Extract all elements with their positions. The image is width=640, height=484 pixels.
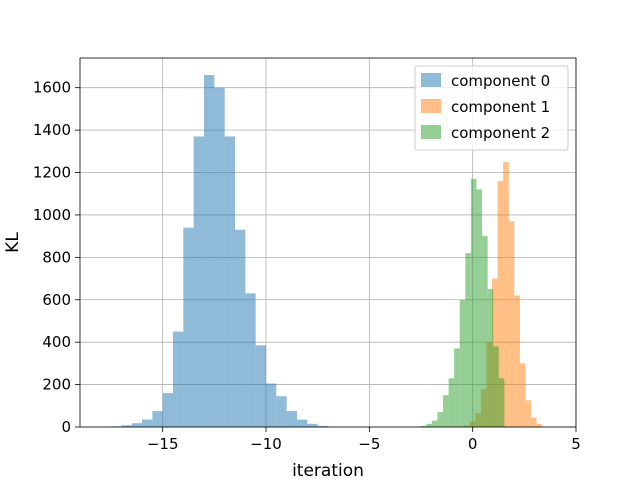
x-tick-label: 5: [571, 435, 581, 453]
histogram-bar: [142, 419, 153, 427]
histogram-bar: [183, 227, 194, 427]
histogram-bar: [286, 411, 297, 427]
histogram-bar: [224, 136, 235, 427]
y-tick-label: 1400: [33, 121, 71, 139]
histogram-bar: [482, 236, 488, 427]
histogram-bar: [448, 378, 455, 427]
histogram-bar: [426, 423, 432, 427]
histogram-bar: [519, 363, 526, 427]
histogram-bar: [235, 229, 246, 427]
y-tick-label: 400: [42, 333, 71, 351]
y-tick-label: 800: [42, 248, 71, 266]
legend-box: [414, 65, 569, 151]
x-tick-label: −10: [250, 435, 282, 453]
histogram-bar: [431, 420, 438, 427]
axis-ticks: −15 −10 −5 0 5 0 200 400 600 800 1000 1200 1400 1600: [33, 79, 581, 453]
y-tick-label: 1000: [33, 206, 71, 224]
x-tick-label: 0: [468, 435, 478, 453]
x-tick-label: −5: [358, 435, 380, 453]
series-2-bars: [420, 178, 505, 427]
legend-label: component 2: [451, 124, 550, 142]
histogram-bar: [173, 331, 184, 427]
legend-label: component 0: [451, 72, 550, 90]
histogram-bar: [214, 87, 225, 428]
histogram-bar: [193, 136, 204, 427]
histogram-bar: [255, 345, 266, 427]
series-0-bars: [111, 74, 328, 428]
y-axis-label: KL: [3, 232, 23, 253]
histogram-bar: [121, 425, 132, 427]
histogram-bar: [297, 419, 308, 427]
histogram-bar: [131, 423, 142, 427]
grid: [80, 58, 577, 428]
histogram-bar: [503, 161, 509, 427]
histogram-bars: [111, 74, 543, 428]
histogram-bar: [459, 299, 466, 427]
legend-swatch: [421, 99, 441, 113]
histogram-bar: [152, 411, 163, 427]
histogram-bar: [266, 383, 277, 427]
histogram-bar: [498, 378, 505, 427]
histogram-bar: [245, 293, 256, 427]
histogram-bar: [454, 348, 460, 427]
y-tick-label: 200: [42, 376, 71, 394]
x-axis-label: iteration: [292, 461, 364, 480]
x-tick-label: −15: [147, 435, 179, 453]
histogram-bar: [497, 181, 504, 427]
legend: component 0 component 1 component 2: [414, 65, 569, 151]
y-tick-label: 1200: [33, 164, 71, 182]
plot-frame: [79, 57, 577, 428]
legend-swatch: [421, 73, 441, 87]
histogram-bar: [420, 425, 427, 427]
histogram-bar: [465, 253, 471, 427]
histogram-bar: [536, 423, 543, 427]
histogram-bar: [204, 74, 215, 427]
histogram-bar: [531, 417, 537, 427]
histogram-bar: [493, 346, 499, 427]
histogram-bar: [514, 295, 520, 427]
y-tick-label: 0: [61, 418, 71, 436]
histogram-bar: [508, 221, 515, 427]
histogram-bar: [487, 289, 494, 427]
histogram-bar: [317, 425, 328, 427]
axes-frame: [79, 57, 577, 428]
histogram-bar: [307, 423, 318, 427]
histogram-bar: [470, 178, 477, 427]
legend-swatch: [421, 125, 441, 139]
legend-label: component 1: [451, 98, 550, 116]
histogram-bar: [476, 189, 483, 427]
histogram-bar: [162, 393, 173, 427]
y-tick-label: 1600: [33, 79, 71, 97]
histogram-bar: [443, 395, 449, 427]
y-tick-label: 600: [42, 291, 71, 309]
histogram-bar: [525, 400, 532, 427]
histogram-bar: [276, 396, 287, 427]
histogram-bar: [437, 412, 444, 427]
